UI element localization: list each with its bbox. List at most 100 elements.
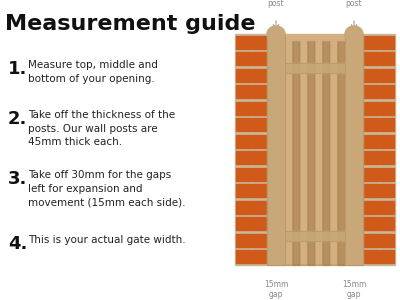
Bar [364, 250, 380, 263]
Bar [285, 34, 345, 40]
Bar [285, 62, 345, 73]
Bar [253, 250, 266, 263]
Bar [364, 234, 379, 247]
Bar [252, 135, 266, 148]
Bar [236, 184, 252, 197]
Bar [364, 36, 379, 49]
Text: 2.: 2. [8, 110, 27, 128]
Text: Bottom: Bottom [296, 220, 334, 230]
Bar [381, 217, 394, 230]
Bar [363, 34, 395, 265]
Bar [381, 151, 394, 164]
Text: 45mm
post: 45mm post [264, 0, 288, 8]
Bar [252, 201, 266, 214]
Text: 3.: 3. [8, 170, 27, 188]
Text: 45mm
post: 45mm post [342, 0, 366, 8]
Bar [252, 69, 266, 82]
Bar [364, 135, 379, 148]
Bar [285, 40, 292, 265]
Text: This is your actual gate width.: This is your actual gate width. [28, 235, 186, 245]
Bar [235, 34, 267, 265]
Bar [380, 69, 394, 82]
Bar [380, 168, 394, 181]
Bar [380, 201, 394, 214]
Bar [236, 85, 252, 98]
Bar [285, 40, 292, 265]
Bar [236, 250, 252, 263]
Bar [308, 40, 315, 265]
Bar [236, 102, 251, 115]
Bar [315, 40, 322, 265]
Bar [380, 234, 394, 247]
Bar [364, 184, 380, 197]
Bar [345, 34, 363, 265]
Bar [267, 34, 285, 265]
Bar [308, 40, 315, 265]
Bar [322, 40, 330, 265]
Ellipse shape [267, 26, 285, 42]
Text: Middle: Middle [298, 140, 332, 149]
Bar [285, 231, 345, 241]
Bar [338, 40, 345, 265]
Bar [236, 217, 252, 230]
Bar [364, 151, 380, 164]
Text: 1.: 1. [8, 60, 27, 78]
Bar [253, 85, 266, 98]
Bar [345, 34, 363, 265]
Bar [381, 184, 394, 197]
Bar [364, 217, 380, 230]
Bar [300, 40, 308, 265]
Bar [322, 40, 330, 265]
Bar [252, 234, 266, 247]
Bar [236, 168, 251, 181]
Bar [330, 40, 338, 265]
Bar [364, 85, 380, 98]
Bar [364, 118, 380, 131]
Bar [330, 40, 338, 265]
Text: 4.: 4. [8, 235, 27, 253]
Bar [252, 102, 266, 115]
Bar [285, 231, 345, 241]
Bar [253, 184, 266, 197]
Bar [381, 118, 394, 131]
Bar [380, 36, 394, 49]
Bar [236, 234, 251, 247]
Text: 15mm
gap: 15mm gap [342, 280, 366, 299]
Bar [315, 40, 322, 265]
Text: Take off the thickness of the
posts. Our wall posts are
45mm thick each.: Take off the thickness of the posts. Our… [28, 110, 175, 147]
Bar [236, 151, 252, 164]
Bar [252, 36, 266, 49]
Bar [364, 102, 379, 115]
Text: 15mm
gap: 15mm gap [264, 280, 288, 299]
Bar [364, 52, 380, 65]
Bar [236, 135, 251, 148]
Bar [236, 201, 251, 214]
Bar [285, 62, 345, 73]
Bar [253, 52, 266, 65]
Bar [381, 52, 394, 65]
Text: Measure top, middle and
bottom of your opening.: Measure top, middle and bottom of your o… [28, 60, 158, 84]
Bar [381, 250, 394, 263]
Bar [236, 36, 251, 49]
Bar [338, 40, 345, 265]
Bar [380, 135, 394, 148]
Bar [380, 102, 394, 115]
Ellipse shape [345, 26, 363, 42]
Bar [292, 40, 300, 265]
Bar [236, 118, 252, 131]
Bar [292, 40, 300, 265]
Bar [253, 151, 266, 164]
Bar [236, 69, 251, 82]
Bar [253, 118, 266, 131]
Bar [364, 168, 379, 181]
Bar [267, 34, 285, 265]
Bar [381, 85, 394, 98]
Bar [300, 40, 308, 265]
Bar [252, 168, 266, 181]
Bar [364, 201, 379, 214]
Text: Take off 30mm for the gaps
left for expansion and
movement (15mm each side).: Take off 30mm for the gaps left for expa… [28, 170, 186, 207]
Bar [236, 52, 252, 65]
Text: Measurement guide: Measurement guide [5, 14, 256, 34]
Text: Top: Top [306, 50, 324, 59]
Bar [364, 69, 379, 82]
